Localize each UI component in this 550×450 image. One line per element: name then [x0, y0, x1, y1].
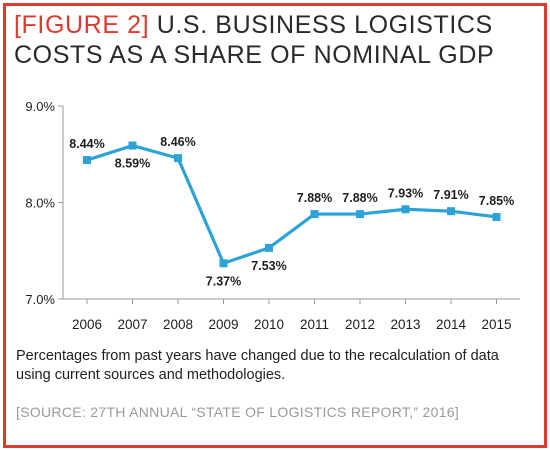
data-label: 7.53% — [251, 259, 286, 273]
data-label: 7.93% — [388, 186, 423, 200]
data-point — [447, 207, 455, 216]
title-line-2: COSTS AS A SHARE OF NOMINAL GDP — [14, 41, 495, 69]
data-point — [265, 243, 273, 252]
x-tick-label: 2010 — [254, 317, 284, 332]
figure-note: Percentages from past years have changed… — [16, 348, 499, 383]
x-tick-label: 2012 — [345, 317, 375, 332]
x-tick-label: 2009 — [208, 317, 238, 332]
x-tick-label: 2006 — [72, 317, 102, 332]
x-tick-label: 2008 — [163, 317, 193, 332]
title-line-1: U.S. BUSINESS LOGISTICS — [156, 11, 493, 39]
data-point — [356, 210, 364, 219]
x-tick-label: 2014 — [436, 317, 467, 332]
y-tick-label: 9.0% — [25, 99, 55, 114]
x-tick-label: 2015 — [481, 317, 511, 332]
y-axis-ticks: 7.0% 8.0% 9.0% — [25, 99, 63, 307]
figure-source: [SOURCE: 27TH ANNUAL “STATE OF LOGISTICS… — [16, 404, 460, 420]
figure-tag: [FIGURE 2] — [14, 11, 150, 39]
data-label: 7.85% — [479, 194, 514, 208]
data-point — [492, 212, 501, 221]
series-line — [86, 143, 497, 265]
data-label: 7.91% — [433, 188, 468, 202]
data-point — [128, 141, 137, 150]
data-label: 8.59% — [115, 157, 150, 171]
data-points — [83, 141, 501, 268]
y-tick-label: 7.0% — [25, 292, 55, 307]
figure-frame — [3, 3, 547, 448]
data-label: 7.88% — [297, 191, 332, 205]
data-labels: 8.44% 8.59% 8.46% 7.37% 7.53% 7.88% 7.88% 7.93%… — [69, 135, 514, 288]
y-tick-label: 8.0% — [25, 196, 55, 211]
data-point — [174, 154, 182, 163]
x-tick-label: 2011 — [300, 317, 329, 332]
data-point — [401, 205, 410, 214]
chart-axes — [62, 106, 520, 300]
data-label: 7.88% — [342, 191, 377, 205]
x-axis-ticks: 2006 2007 2008 2009 2010 2011 2012 2013 2014 2015 — [72, 299, 512, 332]
data-label: 8.46% — [160, 135, 195, 149]
data-point — [310, 210, 319, 219]
data-label: 8.44% — [69, 137, 104, 151]
series-line-group — [86, 143, 497, 265]
data-point — [83, 156, 91, 165]
data-point — [219, 259, 228, 268]
x-tick-label: 2007 — [117, 317, 147, 332]
figure-title: [FIGURE 2] U.S. BUSINESS LOGISTICS COSTS… — [14, 10, 534, 70]
x-tick-label: 2013 — [390, 317, 420, 332]
data-label: 7.37% — [206, 274, 241, 288]
